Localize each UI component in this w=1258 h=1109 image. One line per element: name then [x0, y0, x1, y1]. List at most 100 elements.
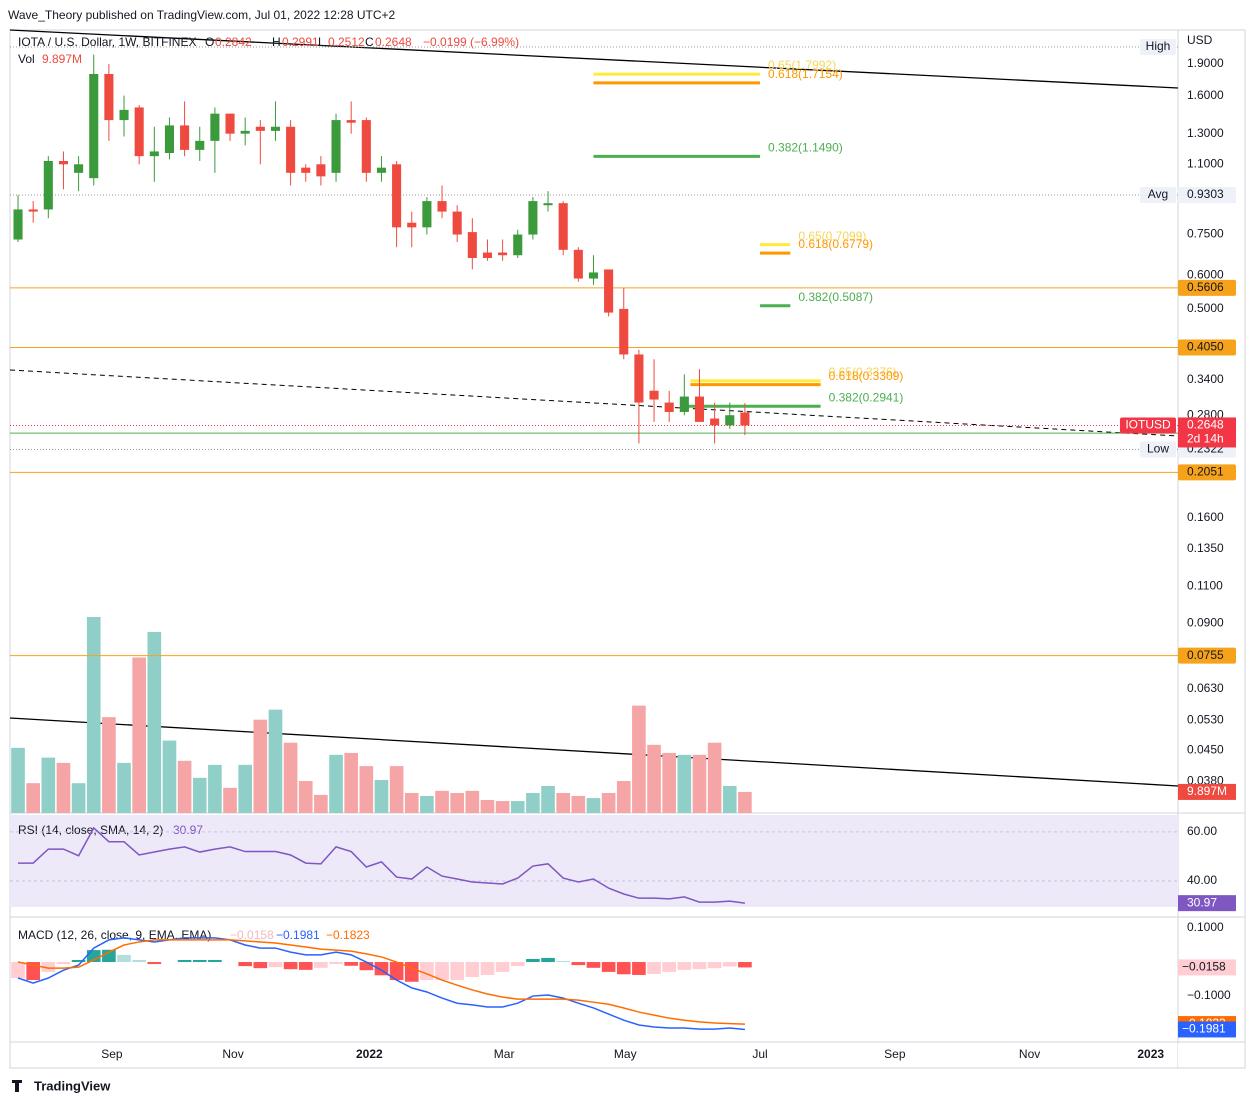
- y-tick-label: 1.6000: [1187, 88, 1224, 102]
- macd-hist: [450, 962, 464, 981]
- x-tick-label: Jul: [752, 1047, 767, 1061]
- macd-hist: [465, 962, 480, 978]
- macd-hist: [420, 962, 434, 981]
- marker-tag-label: High: [1146, 39, 1171, 53]
- vol-badge: [1178, 783, 1236, 800]
- candle-body: [255, 126, 265, 131]
- price-badge: [1178, 279, 1236, 296]
- ohlc-key: H: [272, 35, 281, 49]
- macd-hist: [586, 962, 601, 968]
- candle-body: [467, 232, 477, 258]
- candle-body: [452, 211, 462, 235]
- macd-badge: [1178, 1021, 1236, 1038]
- volume-bar: [71, 783, 86, 813]
- publisher: Wave_Theory published on TradingView.com…: [8, 8, 396, 22]
- last-tag-label: IOTUSD: [1125, 418, 1171, 432]
- ohlc-value: 0.2648: [375, 35, 412, 49]
- candle-body: [528, 201, 538, 235]
- candle-body: [588, 272, 599, 279]
- price-badge: [1178, 339, 1236, 356]
- macd-hist: [41, 962, 56, 972]
- last-badge: [1178, 417, 1236, 448]
- rsi-band: [10, 815, 1178, 907]
- fib-label: 0.382(0.5087): [798, 290, 873, 304]
- volume-bar: [435, 790, 449, 813]
- marker-badge-label: 0.9303: [1187, 187, 1224, 201]
- candle-body: [346, 120, 356, 123]
- macd-hist: [147, 962, 162, 965]
- volume-bar: [374, 779, 389, 813]
- volume-bar: [677, 754, 692, 813]
- fib-label: 0.382(0.2941): [829, 390, 904, 404]
- fib-label: 0.618(1.7154): [768, 67, 843, 81]
- candle-body: [543, 203, 553, 206]
- candle-body: [392, 164, 402, 228]
- x-tick-label: 2023: [1137, 1047, 1164, 1061]
- macd-hist: [632, 962, 646, 975]
- volume-bar: [692, 754, 707, 813]
- macd-hist: [677, 962, 692, 970]
- signal-value: −0.1823: [326, 928, 370, 942]
- volume-bar: [268, 709, 283, 813]
- volume-bar: [344, 752, 358, 813]
- volume-bar: [480, 800, 495, 813]
- macd-hist: [510, 962, 525, 967]
- volume-bar: [465, 790, 480, 813]
- macd-hist: [495, 962, 510, 972]
- volume-bar: [495, 801, 510, 813]
- macd-hist: [647, 962, 661, 974]
- candle-body: [679, 396, 689, 412]
- volume-bar: [707, 742, 722, 813]
- candle-body: [513, 234, 523, 256]
- symbol: IOTA / U.S. Dollar, 1W, BITFINEX: [18, 35, 196, 49]
- candle-body: [58, 161, 68, 165]
- change: −0.0199 (−6.99%): [423, 35, 519, 49]
- price-badge-label: 0.5606: [1187, 280, 1224, 294]
- macd-hist: [738, 962, 752, 968]
- x-tick-label: Sep: [884, 1047, 906, 1061]
- macd-hist: [480, 962, 495, 975]
- price-badge-label: 0.0755: [1187, 648, 1224, 662]
- macd-hist: [692, 962, 707, 970]
- marker-tag: [1140, 187, 1176, 204]
- macd-hist: [208, 959, 222, 963]
- candle-body: [316, 164, 326, 177]
- volume-bar: [177, 760, 192, 813]
- y-tick-label: 0.6000: [1187, 268, 1224, 282]
- candle-body: [361, 120, 371, 173]
- candle-body: [240, 130, 250, 134]
- rsi-line: [18, 826, 746, 904]
- x-tick-label: Nov: [1019, 1047, 1040, 1061]
- trend-line: [9, 717, 1179, 787]
- macd-hist: [601, 962, 616, 972]
- last-badge-label: 0.2648: [1187, 418, 1224, 432]
- marker-badge: [1178, 187, 1236, 204]
- macd-hist: [56, 962, 71, 965]
- y-tick-label: 0.0630: [1187, 681, 1224, 695]
- macd-hist: [86, 950, 101, 963]
- fib-label: 0.65(1.7992): [768, 58, 836, 72]
- volume-bar: [147, 631, 162, 813]
- volume-bar: [541, 785, 555, 813]
- last-tag: [1120, 417, 1176, 434]
- candle-body: [149, 151, 159, 157]
- volume-bar: [253, 719, 268, 813]
- ohlc-value: 0.2991: [282, 35, 319, 49]
- volume-bar: [238, 764, 252, 813]
- volume-bar: [11, 747, 25, 813]
- rsi-value: 30.97: [173, 823, 203, 837]
- volume-bar: [283, 742, 298, 813]
- volume-bar: [56, 762, 71, 813]
- trend-line: [9, 29, 1179, 89]
- y-tick-label: 1.3000: [1187, 126, 1224, 140]
- y-tick-label: 1.1000: [1187, 156, 1224, 170]
- ohlc-key: C: [365, 35, 374, 49]
- macd-hist: [616, 962, 631, 975]
- macd-hist: [71, 959, 86, 963]
- candle-body: [407, 222, 417, 228]
- volume-bar: [526, 792, 540, 813]
- currency: USD: [1187, 33, 1213, 47]
- candle-body: [195, 140, 205, 150]
- macd-hist: [253, 962, 268, 969]
- macd-tick-label: 0.1000: [1187, 920, 1224, 934]
